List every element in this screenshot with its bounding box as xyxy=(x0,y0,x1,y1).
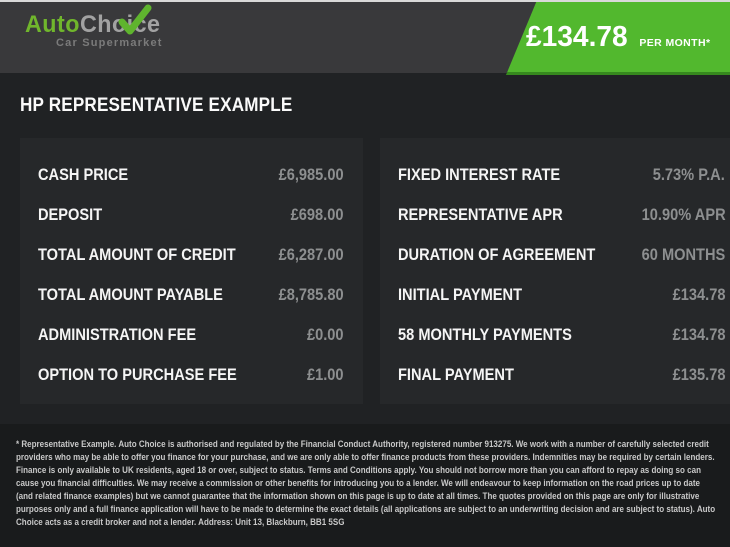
table-row: ADMINISTRATION FEE £0.00 xyxy=(38,315,343,355)
row-value: 10.90% APR xyxy=(641,205,726,224)
row-value: £0.00 xyxy=(306,325,344,344)
row-label: FINAL PAYMENT xyxy=(398,365,515,384)
table-row: DURATION OF AGREEMENT 60 MONTHS xyxy=(398,235,725,275)
checkmark-icon xyxy=(118,4,152,35)
table-row: OPTION TO PURCHASE FEE £1.00 xyxy=(38,355,343,395)
row-label: ADMINISTRATION FEE xyxy=(38,325,197,344)
table-row: TOTAL AMOUNT PAYABLE £8,785.80 xyxy=(38,275,343,315)
monthly-price-badge: £134.78 PER MONTH* xyxy=(506,2,730,75)
table-row: CASH PRICE £6,985.00 xyxy=(38,155,343,195)
row-value: 60 MONTHS xyxy=(641,245,726,264)
autochoice-logo[interactable]: AutoChoice Car Supermarket xyxy=(25,4,165,49)
finance-example-section: HP REPRESENTATIVE EXAMPLE CASH PRICE £6,… xyxy=(0,73,730,424)
row-value: £134.78 xyxy=(672,285,726,304)
row-label: INITIAL PAYMENT xyxy=(398,285,523,304)
row-value: £698.00 xyxy=(290,205,344,224)
table-row: TOTAL AMOUNT OF CREDIT £6,287.00 xyxy=(38,235,343,275)
monthly-price-amount: £134.78 xyxy=(525,21,628,53)
row-value: 5.73% P.A. xyxy=(653,165,726,184)
header-bar: AutoChoice Car Supermarket £134.78 PER M… xyxy=(0,0,730,75)
table-row: DEPOSIT £698.00 xyxy=(38,195,343,235)
row-label: TOTAL AMOUNT OF CREDIT xyxy=(38,245,236,264)
row-label: DEPOSIT xyxy=(38,205,103,224)
row-label: TOTAL AMOUNT PAYABLE xyxy=(38,285,223,304)
footer-disclaimer-section: * Representative Example. Auto Choice is… xyxy=(0,424,730,547)
page-title: HP REPRESENTATIVE EXAMPLE xyxy=(20,95,293,116)
row-label: REPRESENTATIVE APR xyxy=(398,205,564,224)
row-value: £1.00 xyxy=(306,365,344,384)
finance-table-left: CASH PRICE £6,985.00 DEPOSIT £698.00 TOT… xyxy=(20,138,364,404)
table-row: REPRESENTATIVE APR 10.90% APR xyxy=(398,195,725,235)
monthly-price-period: PER MONTH* xyxy=(639,37,711,49)
row-label: FIXED INTEREST RATE xyxy=(398,165,561,184)
finance-table-right: FIXED INTEREST RATE 5.73% P.A. REPRESENT… xyxy=(380,138,730,404)
row-label: DURATION OF AGREEMENT xyxy=(398,245,596,264)
finance-tables: CASH PRICE £6,985.00 DEPOSIT £698.00 TOT… xyxy=(20,138,730,404)
row-value: £6,985.00 xyxy=(278,165,344,184)
row-value: £6,287.00 xyxy=(278,245,344,264)
disclaimer-text: * Representative Example. Auto Choice is… xyxy=(16,439,716,528)
row-value: £8,785.80 xyxy=(278,285,344,304)
row-value: £134.78 xyxy=(672,325,726,344)
table-row: INITIAL PAYMENT £134.78 xyxy=(398,275,725,315)
logo-text-auto: Auto xyxy=(25,11,80,38)
table-row: FINAL PAYMENT £135.78 xyxy=(398,355,725,395)
row-label: 58 MONTHLY PAYMENTS xyxy=(398,325,573,344)
row-label: CASH PRICE xyxy=(38,165,129,184)
table-row: FIXED INTEREST RATE 5.73% P.A. xyxy=(398,155,725,195)
logo-tagline: Car Supermarket xyxy=(56,37,163,49)
row-label: OPTION TO PURCHASE FEE xyxy=(38,365,237,384)
table-row: 58 MONTHLY PAYMENTS £134.78 xyxy=(398,315,725,355)
row-value: £135.78 xyxy=(672,365,726,384)
